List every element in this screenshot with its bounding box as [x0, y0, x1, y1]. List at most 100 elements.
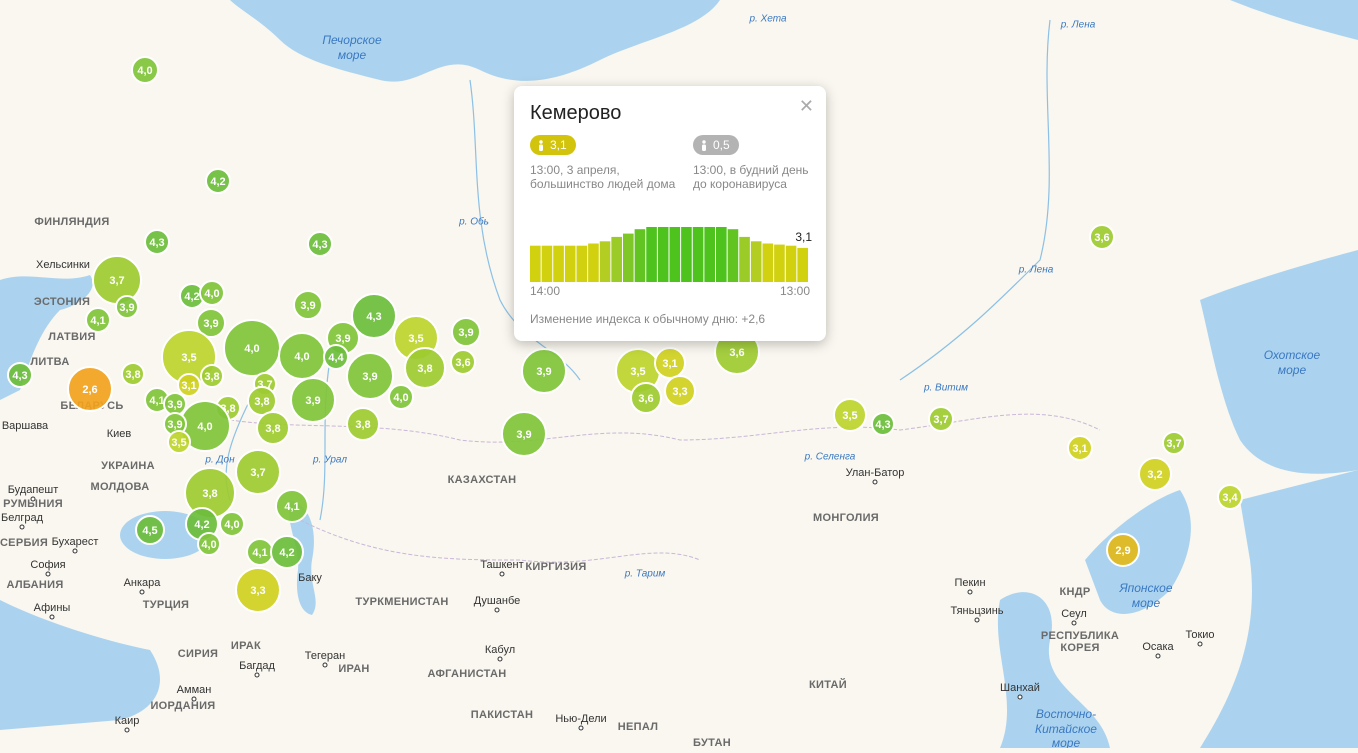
index-marker[interactable]: 4,2 [270, 535, 304, 569]
index-marker[interactable]: 4,0 [199, 280, 225, 306]
index-marker[interactable]: 4,0 [219, 511, 245, 537]
index-marker[interactable]: 3,6 [1089, 224, 1115, 250]
place-label: Будапешт [8, 484, 59, 496]
index-marker[interactable]: 4,0 [197, 532, 221, 556]
index-marker[interactable]: 3,1 [1067, 435, 1093, 461]
city-dot [1017, 694, 1023, 700]
index-marker[interactable]: 4,5 [135, 515, 165, 545]
index-marker[interactable]: 3,8 [256, 411, 290, 445]
index-marker[interactable]: 3,7 [235, 449, 281, 495]
index-marker[interactable]: 3,1 [177, 373, 201, 397]
index-marker[interactable]: 3,9 [163, 392, 187, 416]
index-marker[interactable]: 4,1 [144, 387, 170, 413]
place-label: р. Селенга [804, 452, 856, 463]
index-marker[interactable]: 4,4 [323, 344, 349, 370]
marker-circle [219, 511, 245, 537]
marker-circle [167, 430, 191, 454]
city-dot [124, 727, 130, 733]
marker-label: 3,7 [933, 414, 948, 426]
index-marker[interactable]: 4,0 [223, 319, 281, 377]
hour-bar [588, 243, 599, 282]
marker-circle [630, 382, 662, 414]
place-label: Кабул [485, 644, 515, 656]
index-marker[interactable]: 3,9 [521, 348, 567, 394]
marker-circle [1106, 533, 1140, 567]
baseline-note: 13:00, в будний день до коронавируса [693, 163, 809, 191]
index-marker[interactable]: 3,9 [115, 295, 139, 319]
marker-label: 3,7 [1166, 438, 1181, 450]
marker-circle [293, 290, 323, 320]
index-marker[interactable]: 4,0 [388, 384, 414, 410]
hour-bar [599, 241, 611, 282]
index-marker[interactable]: 3,8 [247, 386, 277, 416]
index-marker[interactable]: 4,3 [351, 293, 397, 339]
close-button[interactable]: ✕ [798, 96, 814, 116]
index-marker[interactable]: 4,0 [131, 56, 159, 84]
place-label: МОНГОЛИЯ [813, 512, 879, 524]
marker-label: 3,9 [167, 399, 182, 411]
index-marker[interactable]: 3,5 [615, 348, 661, 394]
index-marker[interactable]: 3,8 [404, 347, 446, 389]
city-dot [139, 589, 145, 595]
marker-circle [197, 532, 221, 556]
index-marker[interactable]: 4,1 [246, 538, 274, 566]
marker-circle [200, 364, 224, 388]
index-marker[interactable]: 3,5 [833, 398, 867, 432]
index-marker[interactable]: 3,8 [121, 362, 145, 386]
index-marker[interactable]: 2,9 [1106, 533, 1140, 567]
index-marker[interactable]: 3,1 [654, 347, 686, 379]
index-marker[interactable]: 3,3 [235, 567, 281, 613]
index-marker[interactable]: 4,3 [307, 231, 333, 257]
index-marker[interactable]: 3,9 [293, 290, 323, 320]
index-marker[interactable]: 2,6 [67, 366, 113, 412]
hour-bar [797, 247, 808, 282]
place-label: море [338, 48, 367, 62]
marker-circle [256, 411, 290, 445]
index-marker[interactable]: 4,3 [7, 362, 33, 388]
index-marker[interactable]: 4,3 [144, 229, 170, 255]
city-dot [494, 607, 500, 613]
index-marker[interactable]: 3,9 [290, 377, 336, 423]
marker-circle [144, 229, 170, 255]
marker-label: 3,8 [202, 488, 217, 500]
place-label: р. Урал [312, 455, 347, 466]
place-label: СЕРБИЯ [0, 537, 48, 549]
hourly-chart [530, 227, 808, 282]
hour-bar [774, 244, 785, 282]
index-marker[interactable]: 4,3 [871, 412, 895, 436]
city-dot [1155, 653, 1161, 659]
index-marker[interactable]: 4,1 [275, 489, 309, 523]
index-marker[interactable]: 3,2 [1138, 457, 1172, 491]
place-label: Белград [1, 512, 44, 524]
hour-bar [681, 227, 692, 282]
index-marker[interactable]: 3,8 [346, 407, 380, 441]
hour-bar [739, 236, 750, 282]
index-marker[interactable]: 3,5 [167, 430, 191, 454]
index-marker[interactable]: 3,8 [184, 467, 236, 519]
place-label: Ташкент [480, 559, 523, 571]
index-marker[interactable]: 3,7 [928, 406, 954, 432]
index-marker[interactable]: 3,7 [92, 255, 142, 305]
city-dot [19, 524, 25, 530]
marker-label: 3,9 [167, 419, 182, 431]
index-marker[interactable]: 3,8 [200, 364, 224, 388]
marker-label: 3,1 [1072, 443, 1087, 455]
index-marker[interactable]: 3,9 [196, 308, 226, 338]
index-marker[interactable]: 4,1 [85, 307, 111, 333]
hour-bar [611, 236, 622, 282]
index-marker[interactable]: 3,3 [664, 375, 696, 407]
marker-label: 4,3 [12, 370, 27, 382]
index-marker[interactable]: 4,2 [205, 168, 231, 194]
index-marker[interactable]: 3,9 [501, 411, 547, 457]
index-marker[interactable]: 3,7 [1162, 431, 1186, 455]
index-marker[interactable]: 3,9 [346, 352, 394, 400]
marker-label: 3,9 [362, 371, 377, 383]
index-marker[interactable]: 3,4 [1217, 484, 1243, 510]
index-marker[interactable]: 4,2 [185, 507, 219, 541]
marker-circle [196, 308, 226, 338]
index-marker[interactable]: 3,6 [630, 382, 662, 414]
index-marker[interactable]: 4,0 [278, 332, 326, 380]
index-marker[interactable]: 3,6 [450, 349, 476, 375]
index-marker[interactable]: 3,9 [451, 317, 481, 347]
